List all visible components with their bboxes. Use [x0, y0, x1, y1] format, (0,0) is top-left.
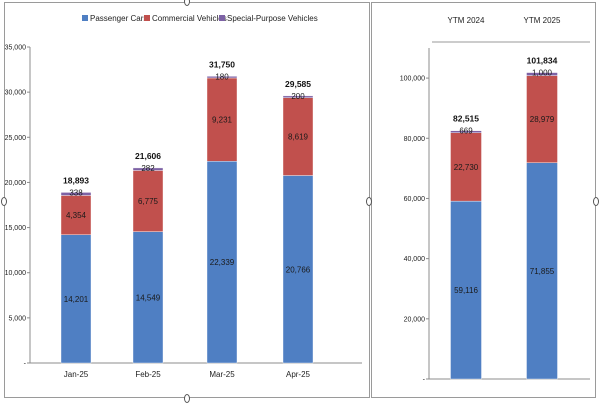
bar-commercial-vehicles	[282, 97, 314, 176]
bar-commercial-vehicles	[206, 77, 238, 162]
total-label: 31,750	[209, 59, 235, 69]
data-label-special-purpose-vehicles: 1,000	[532, 69, 553, 78]
bar-passenger-cars	[132, 231, 164, 364]
resize-handle[interactable]	[1, 197, 7, 206]
bar-special-purpose-vehicles	[132, 167, 164, 171]
category-label: Feb-25	[135, 370, 161, 379]
category-label: YTM 2024	[448, 16, 485, 25]
data-label-passenger-cars: 14,201	[64, 295, 89, 304]
bar-special-purpose-vehicles	[526, 72, 558, 76]
bar-passenger-cars	[206, 161, 238, 364]
bar-special-purpose-vehicles	[206, 76, 238, 79]
data-label-special-purpose-vehicles: 338	[69, 188, 83, 197]
y-tick-label: 80,000	[404, 136, 426, 143]
bar-passenger-cars	[526, 162, 558, 380]
category-label: YTM 2025	[524, 16, 561, 25]
y-tick-label: 5,000	[8, 315, 26, 322]
legend-swatch-special-purpose-vehicles	[219, 15, 225, 21]
data-label-passenger-cars: 22,339	[210, 258, 235, 267]
data-label-special-purpose-vehicles: 200	[291, 92, 305, 101]
legend-label-special-purpose-vehicles: Special-Purpose Vehicles	[227, 14, 318, 23]
y-tick-label: 35,000	[5, 45, 27, 52]
data-label-passenger-cars: 14,549	[136, 293, 161, 302]
bar-commercial-vehicles	[132, 170, 164, 232]
data-label-special-purpose-vehicles: 180	[215, 72, 229, 81]
legend-label-passenger-cars: Passenger Cars	[90, 14, 147, 23]
resize-handle[interactable]	[184, 0, 190, 6]
total-label: 21,606	[135, 151, 161, 161]
bar-commercial-vehicles	[526, 75, 558, 163]
category-label: Jan-25	[64, 370, 89, 379]
total-label: 101,834	[527, 56, 558, 66]
y-tick-label: 30,000	[5, 90, 27, 97]
y-tick-label: 25,000	[5, 135, 27, 142]
data-label-commercial-vehicles: 8,619	[288, 133, 309, 142]
bar-passenger-cars	[450, 200, 482, 380]
y-tick-label: -	[423, 377, 426, 384]
category-label: Mar-25	[209, 370, 235, 379]
legend-label-commercial-vehicles: Commercial Vehicles	[152, 14, 227, 23]
legend-swatch-passenger-cars	[82, 15, 88, 21]
y-tick-label: 15,000	[5, 225, 27, 232]
y-tick-label: 100,000	[400, 76, 425, 83]
category-label: Apr-25	[286, 370, 311, 379]
bar-special-purpose-vehicles	[60, 192, 92, 196]
data-label-commercial-vehicles: 6,775	[138, 197, 159, 206]
bar-passenger-cars	[282, 175, 314, 364]
total-label: 18,893	[63, 175, 89, 185]
y-tick-label: 20,000	[5, 180, 27, 187]
bar-commercial-vehicles	[450, 132, 482, 202]
y-tick-label: 20,000	[404, 316, 426, 323]
data-label-commercial-vehicles: 28,979	[530, 115, 555, 124]
resize-handle[interactable]	[593, 197, 599, 206]
total-label: 82,515	[453, 114, 479, 124]
y-tick-label: 60,000	[404, 196, 426, 203]
y-tick-label: 10,000	[5, 270, 27, 277]
ytm-chart-panel	[371, 2, 596, 398]
bar-commercial-vehicles	[60, 195, 92, 235]
data-label-commercial-vehicles: 22,730	[454, 163, 479, 172]
legend-swatch-commercial-vehicles	[144, 15, 150, 21]
data-label-commercial-vehicles: 9,231	[212, 116, 233, 125]
data-label-special-purpose-vehicles: 669	[459, 127, 473, 136]
data-label-passenger-cars: 20,766	[286, 265, 311, 274]
resize-handle[interactable]	[366, 197, 372, 206]
y-tick-label: -	[24, 361, 27, 368]
data-label-passenger-cars: 71,855	[530, 267, 555, 276]
data-label-commercial-vehicles: 4,354	[66, 211, 87, 220]
data-label-special-purpose-vehicles: 282	[141, 164, 155, 173]
bar-special-purpose-vehicles	[282, 95, 314, 98]
total-label: 29,585	[285, 79, 311, 89]
bar-special-purpose-vehicles	[450, 130, 482, 133]
y-tick-label: 40,000	[404, 256, 426, 263]
data-label-passenger-cars: 59,116	[454, 286, 478, 295]
